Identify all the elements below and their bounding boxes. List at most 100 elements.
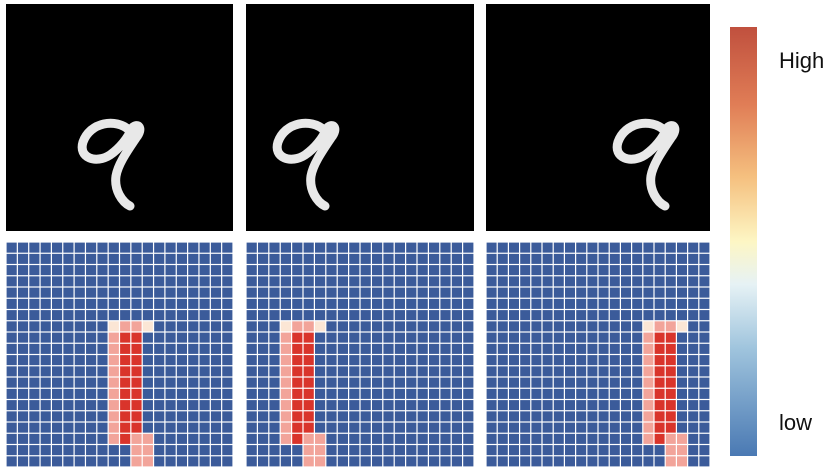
heatmap-cell (29, 433, 40, 444)
heatmap-cell (531, 355, 542, 366)
heatmap-cell (292, 377, 303, 388)
digit-stroke (612, 118, 680, 211)
heatmap-cell (598, 242, 609, 253)
heatmap-cell (222, 287, 233, 298)
heatmap-cell (643, 332, 654, 343)
heatmap-cell (486, 388, 497, 399)
heatmap-cell (688, 456, 699, 467)
heatmap-cell (576, 422, 587, 433)
heatmap-cell (292, 411, 303, 422)
heatmap-cell (598, 388, 609, 399)
heatmap-cell (451, 400, 462, 411)
heatmap-cell (520, 321, 531, 332)
heatmap-cell (280, 242, 291, 253)
heatmap-cell (86, 422, 97, 433)
heatmap-cell (372, 332, 383, 343)
heatmap-cell (417, 242, 428, 253)
heatmap-cell (417, 287, 428, 298)
heatmap-cell (210, 321, 222, 332)
heatmap-cell (451, 366, 462, 377)
heatmap-cell (349, 265, 360, 276)
heatmap-cell (520, 242, 531, 253)
heatmap-cell (6, 456, 17, 467)
heatmap-cell (553, 276, 564, 287)
heatmap-cell (463, 422, 474, 433)
heatmap-cell (451, 388, 462, 399)
heatmap-cell (429, 332, 440, 343)
heatmap-cell (440, 321, 451, 332)
heatmap-cell (199, 388, 210, 399)
heatmap-cell (565, 265, 575, 276)
heatmap-cell (303, 265, 314, 276)
heatmap-cell (417, 377, 428, 388)
heatmap-cell (154, 298, 165, 309)
heatmap-cell (292, 310, 303, 321)
heatmap-cell (303, 377, 314, 388)
heatmap-cell (553, 433, 564, 444)
heatmap-cell (688, 253, 699, 264)
heatmap-cell (188, 377, 199, 388)
heatmap-cell (120, 366, 131, 377)
heatmap-cell (269, 445, 280, 456)
heatmap-cell (210, 332, 222, 343)
heatmap-cell (120, 456, 131, 467)
heatmap-cell (131, 321, 142, 332)
heatmap-cell (188, 242, 199, 253)
heatmap-cell (429, 343, 440, 354)
heatmap-cell (609, 332, 620, 343)
heatmap-cell (40, 253, 51, 264)
heatmap-cell (29, 422, 40, 433)
heatmap-cell (699, 242, 710, 253)
heatmap-cell (142, 433, 153, 444)
heatmap-cell (598, 411, 609, 422)
heatmap-cell (210, 310, 222, 321)
heatmap-cell (258, 343, 269, 354)
heatmap-cell (429, 276, 440, 287)
heatmap-cell (576, 433, 587, 444)
heatmap-cell (406, 242, 417, 253)
heatmap-cell (360, 411, 371, 422)
heatmap-cell (292, 445, 303, 456)
heatmap-cell (417, 400, 428, 411)
heatmap-cell (97, 355, 108, 366)
heatmap-cell (52, 422, 63, 433)
heatmap-cell (598, 422, 609, 433)
heatmap-cell (699, 298, 710, 309)
heatmap-cell (565, 355, 575, 366)
heatmap-cell (97, 445, 108, 456)
heatmap-cell (165, 422, 176, 433)
heatmap-cell (131, 366, 142, 377)
heatmap-cell (258, 366, 269, 377)
heatmap-cell (609, 433, 620, 444)
heatmap-cell (609, 355, 620, 366)
heatmap-cell (222, 242, 233, 253)
heatmap-cell (486, 422, 497, 433)
heatmap-cell (406, 366, 417, 377)
heatmap-cell (292, 355, 303, 366)
heatmap-cell (520, 265, 531, 276)
heatmap-cell (394, 355, 405, 366)
heatmap-cell (643, 456, 654, 467)
heatmap-cell (131, 355, 142, 366)
heatmap-cell (258, 445, 269, 456)
heatmap-cell (142, 400, 153, 411)
heatmap-cell (349, 298, 360, 309)
heatmap-cell (29, 400, 40, 411)
heatmap-cell (417, 265, 428, 276)
heatmap-cell (486, 377, 497, 388)
heatmap-cell (280, 265, 291, 276)
heatmap-cell (520, 287, 531, 298)
heatmap-cell (520, 422, 531, 433)
heatmap-cell (509, 242, 519, 253)
heatmap-cell (246, 400, 257, 411)
heatmap-cell (531, 332, 542, 343)
heatmap-cell (553, 355, 564, 366)
heatmap-cell (621, 298, 631, 309)
heatmap-cell (520, 310, 531, 321)
heatmap-cell (40, 265, 51, 276)
heatmap-cell (632, 242, 643, 253)
heatmap-cell (63, 445, 74, 456)
heatmap-cell (269, 400, 280, 411)
heatmap-cell (440, 388, 451, 399)
heatmap-cell (497, 253, 508, 264)
